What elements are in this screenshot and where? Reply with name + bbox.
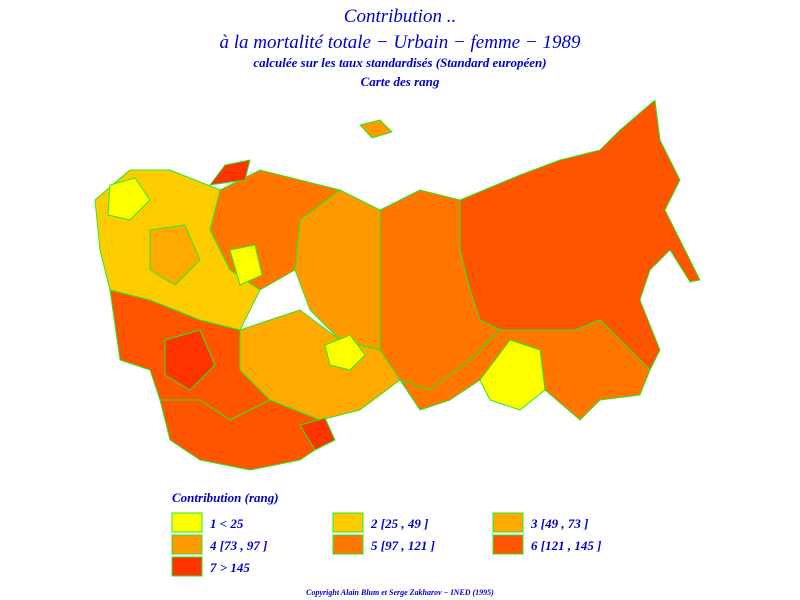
title: Contribution .. xyxy=(344,6,456,27)
legend: 1 < 25 2 [25 , 49 ] 3 [49 , 73 ] 4 [73 , 97… xyxy=(171,512,601,577)
legend-swatch xyxy=(171,534,203,555)
legend-label: 7 > 145 xyxy=(210,560,250,575)
region xyxy=(229,244,263,286)
map xyxy=(94,99,701,471)
legend-label: 4 [73 , 97 ] xyxy=(209,538,267,553)
copyright: Copyright Alain Blum et Serge Zakharov −… xyxy=(306,588,494,597)
note: calculée sur les taux standardisés (Stan… xyxy=(253,55,546,70)
region xyxy=(164,329,216,391)
subtitle: à la mortalité totale − Urbain − femme −… xyxy=(220,32,581,53)
legend-swatch xyxy=(332,512,364,533)
map-kind: Carte des rang xyxy=(361,74,440,89)
region xyxy=(359,119,393,139)
region xyxy=(479,339,546,411)
region xyxy=(107,177,151,221)
region xyxy=(324,334,366,371)
legend-label: 5 [97 , 121 ] xyxy=(371,538,435,553)
region xyxy=(299,417,336,451)
legend-swatch xyxy=(492,512,524,533)
legend-label: 6 [121 , 145 ] xyxy=(531,538,601,553)
region xyxy=(209,159,251,186)
legend-title: Contribution (rang) xyxy=(172,490,279,505)
legend-swatch xyxy=(332,534,364,555)
legend-swatch xyxy=(492,534,524,555)
legend-label: 1 < 25 xyxy=(210,516,244,531)
region xyxy=(149,224,201,286)
legend-swatch xyxy=(171,556,203,577)
legend-swatch xyxy=(171,512,203,533)
legend-label: 3 [49 , 73 ] xyxy=(530,516,588,531)
legend-label: 2 [25 , 49 ] xyxy=(370,516,428,531)
